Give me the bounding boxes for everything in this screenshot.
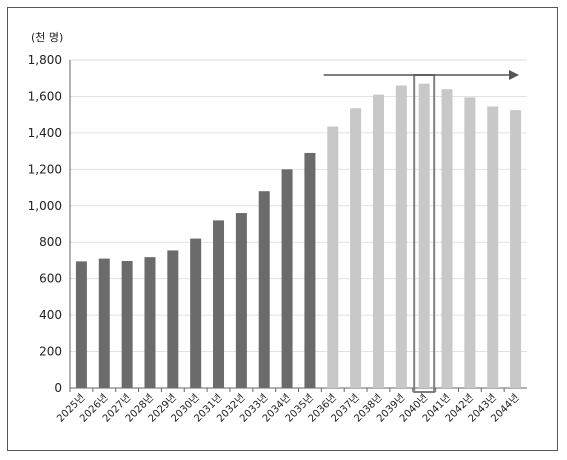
bar-2027년 — [121, 260, 133, 388]
gridlines — [69, 59, 527, 389]
y-unit-label: (천 명) — [31, 30, 63, 44]
bar-2040년 — [418, 83, 430, 388]
bar-2032년 — [235, 213, 247, 388]
bar-2042년 — [464, 97, 476, 388]
trend-arrow-head — [509, 70, 519, 80]
bar-2035년 — [304, 152, 316, 388]
bar-2044년 — [510, 110, 522, 388]
bar-2028년 — [144, 257, 156, 388]
bar-2036년 — [327, 126, 339, 388]
y-tick-label: 1,400 — [28, 126, 62, 140]
y-tick-label: 0 — [54, 381, 62, 395]
bar-2034년 — [281, 169, 293, 388]
bar-2025년 — [75, 261, 87, 388]
y-axis-ticks: 0 200 400 600 800 1,000 1,200 1,400 1,600 1,800 — [28, 53, 62, 395]
bar-2038년 — [372, 94, 384, 388]
bar-2037년 — [350, 108, 362, 389]
x-axis-ticks: 2025년2026년2027년2028년2029년2030년2031년2032년… — [55, 388, 522, 425]
bar-2031년 — [213, 220, 225, 388]
bar-2026년 — [98, 258, 110, 388]
bar-2030년 — [190, 238, 202, 388]
bar-2041년 — [441, 89, 453, 389]
bars — [75, 83, 522, 389]
y-tick-label: 200 — [39, 345, 62, 359]
bar-2029년 — [167, 250, 179, 388]
bar-2033년 — [258, 191, 270, 388]
bar-2043년 — [487, 106, 499, 388]
y-tick-label: 600 — [39, 272, 62, 286]
y-tick-label: 800 — [39, 235, 62, 249]
y-tick-label: 1,600 — [28, 89, 62, 103]
y-tick-label: 1,200 — [28, 162, 62, 176]
y-tick-label: 1,800 — [28, 53, 62, 67]
y-tick-label: 1,000 — [28, 199, 62, 213]
y-tick-label: 400 — [39, 308, 62, 322]
annotations — [323, 70, 519, 393]
bar-2039년 — [395, 85, 407, 388]
